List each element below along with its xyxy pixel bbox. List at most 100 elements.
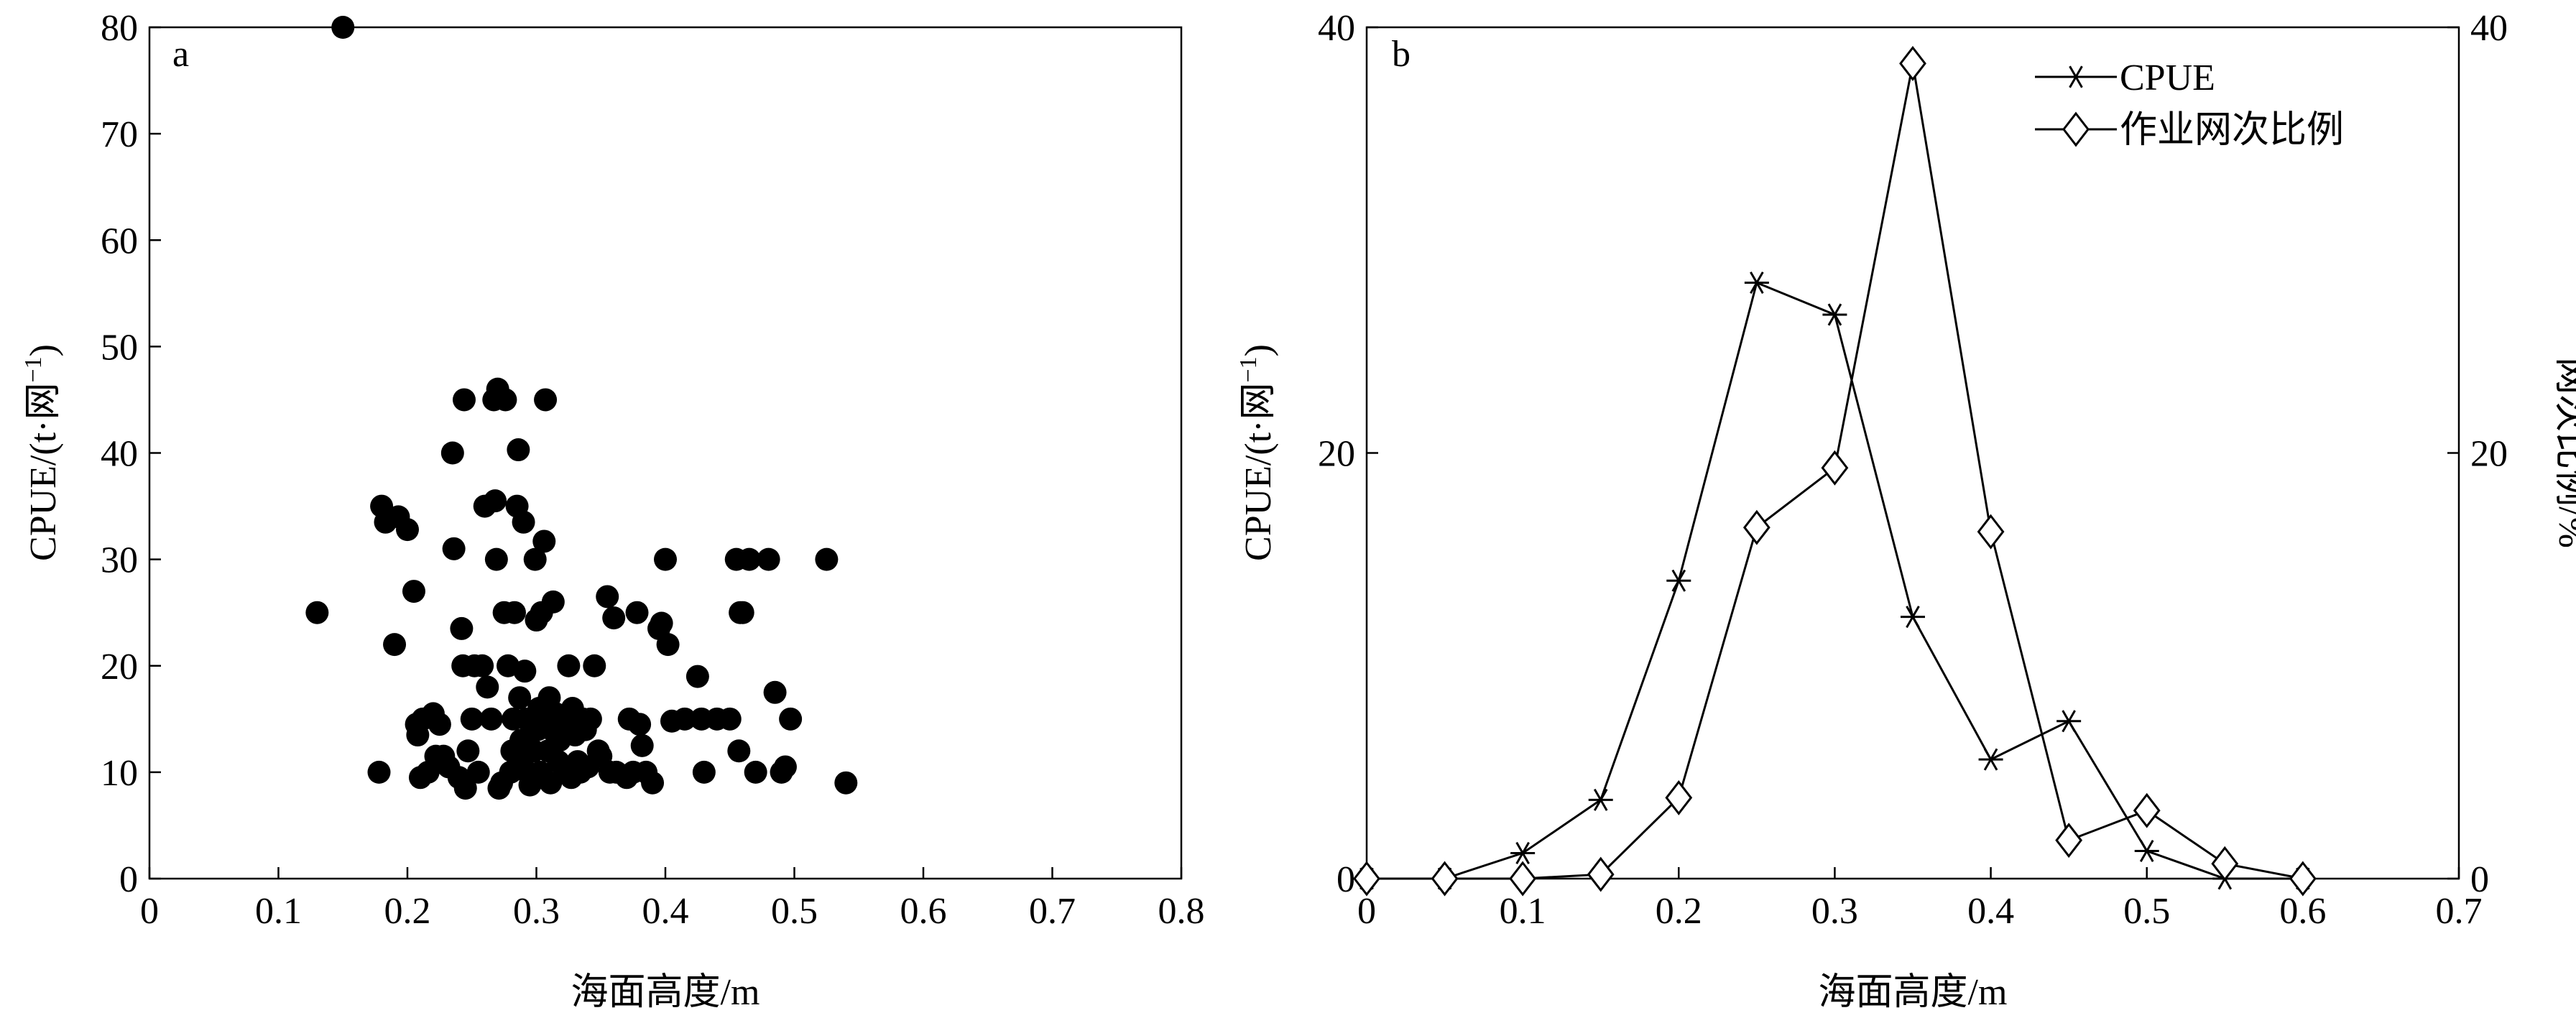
proportion-point: [2055, 823, 2083, 859]
panel-a-x-ticks: 0 0.1 0.2 0.3 0.4 0.5 0.6 0.7 0.8: [140, 867, 1205, 932]
scatter-point: [673, 707, 696, 731]
x-tick-label: 0.5: [771, 891, 818, 932]
proportion-point: [1977, 514, 2005, 550]
scatter-point: [557, 654, 581, 677]
x-tick-label: 0.6: [900, 891, 947, 932]
cpue-point: [2134, 839, 2159, 863]
scatter-point: [641, 771, 665, 795]
scatter-point: [452, 388, 476, 412]
scatter-point: [507, 438, 530, 462]
scatter-point: [779, 707, 803, 731]
scatter-point: [685, 665, 709, 688]
y-tick-label: 0: [119, 859, 138, 900]
scatter-point: [757, 547, 780, 571]
x-tick-label: 0.7: [1029, 891, 1076, 932]
scatter-point: [727, 739, 751, 763]
x-tick-label: 0.7: [2436, 891, 2483, 932]
panel-b-y-axis-label-close: ): [1238, 344, 1279, 356]
proportion-point: [1587, 856, 1615, 892]
proportion-point: [2211, 846, 2239, 882]
scatter-point: [428, 713, 451, 736]
y-tick-label: 20: [101, 647, 138, 688]
panel-a-y-axis-label-close: ): [23, 344, 64, 356]
x-tick-label: 0.4: [642, 891, 689, 932]
panel-a-y-axis-label: CPUE/(t·网−1): [20, 344, 64, 561]
scatter-point: [692, 760, 716, 784]
y-tick-label: 50: [101, 327, 138, 368]
scatter-point: [466, 760, 490, 784]
x-tick-label: 0.6: [2279, 891, 2326, 932]
cpue-point: [1744, 271, 1769, 295]
scatter-point: [440, 441, 464, 465]
panel-b-series: [1353, 45, 2317, 897]
y-tick-label: 70: [101, 114, 138, 155]
panel-a-y-axis-label-main: CPUE/(t·网: [23, 383, 64, 561]
scatter-point: [625, 601, 649, 624]
panel-b-line: b 0 0.1 0.2 0.3 0.4 0.5 0.6 0.7 0 20 40 0 20 40 海面高…: [1235, 8, 2576, 1013]
scatter-point: [471, 654, 494, 677]
panel-a-label: a: [172, 34, 189, 75]
panel-b-y-axis-label: CPUE/(t·网−1): [1235, 344, 1279, 561]
x-tick-label: 0.2: [384, 891, 431, 932]
diamond-icon: [2062, 111, 2090, 147]
legend-asterisk-marker: [2064, 65, 2088, 88]
asterisk-icon: [2064, 65, 2088, 88]
scatter-point: [331, 16, 355, 39]
x-tick-label: 0.2: [1656, 891, 1702, 932]
proportion-point: [2133, 792, 2161, 828]
x-tick-label: 0.4: [1967, 891, 2014, 932]
y-tick-label: 0: [1337, 859, 1355, 900]
legend-diamond-marker: [2062, 111, 2090, 147]
y-tick-label: 30: [101, 540, 138, 581]
y-tick-label: 40: [101, 434, 138, 475]
scatter-point: [718, 707, 742, 731]
x-tick-label: 0.3: [1811, 891, 1858, 932]
scatter-point: [502, 601, 526, 624]
scatter-point: [744, 760, 767, 784]
y-tick-label: 60: [101, 221, 138, 262]
scatter-point: [583, 654, 606, 677]
scatter-point: [479, 707, 503, 731]
scatter-point: [513, 660, 537, 683]
panel-b-y-axis-label-main: CPUE/(t·网: [1238, 383, 1279, 561]
panel-a-y-ticks: 0 10 20 30 40 50 60 70 80: [101, 8, 161, 900]
panel-a-x-axis-label: 海面高度/m: [571, 972, 760, 1013]
scatter-point: [654, 547, 677, 571]
cpue-point: [1588, 788, 1613, 811]
panel-a-scatter: a 0 0.1 0.2 0.3 0.4 0.5 0.6 0.7 0.8 0 10 20 30 40 50 6…: [20, 8, 1205, 1013]
scatter-point: [630, 734, 654, 757]
x-tick-label: 0.1: [1500, 891, 1546, 932]
scatter-point: [834, 771, 858, 795]
proportion-point: [2289, 861, 2317, 897]
proportion-point: [1353, 861, 1380, 897]
scatter-point: [578, 707, 602, 731]
scatter-point: [523, 547, 547, 571]
cpue-point: [1822, 303, 1847, 326]
x-tick-label: 0.3: [513, 891, 560, 932]
scatter-point: [596, 585, 619, 609]
panel-b-plot-frame: [1365, 26, 2460, 880]
y2-tick-label: 40: [2470, 8, 2508, 49]
panel-b-y-axis-label-exp: −1: [1235, 356, 1262, 382]
scatter-point: [602, 606, 626, 630]
proportion-point: [1742, 509, 1771, 545]
cpue-point: [1901, 606, 1925, 629]
scatter-point: [541, 590, 565, 614]
scatter-point: [532, 529, 556, 553]
panel-b-y2-axis-label: 网次比例/%: [2551, 357, 2576, 548]
panel-b-y-ticks: 0 20 40: [1318, 8, 1378, 900]
scatter-point: [367, 760, 391, 784]
panel-a-points: [305, 16, 858, 800]
y-tick-label: 40: [1318, 8, 1355, 49]
scatter-point: [508, 686, 532, 710]
scatter-point: [656, 633, 680, 657]
proportion-point: [1665, 779, 1693, 815]
scatter-point: [650, 611, 673, 635]
scatter-point: [484, 547, 508, 571]
panel-b-x-axis-label: 海面高度/m: [1819, 972, 2008, 1013]
cpue-point: [1978, 748, 2003, 771]
panel-a-y-axis-label-exp: −1: [20, 356, 47, 382]
scatter-point: [476, 675, 499, 699]
scatter-point: [383, 633, 407, 657]
x-tick-label: 0.5: [2123, 891, 2170, 932]
